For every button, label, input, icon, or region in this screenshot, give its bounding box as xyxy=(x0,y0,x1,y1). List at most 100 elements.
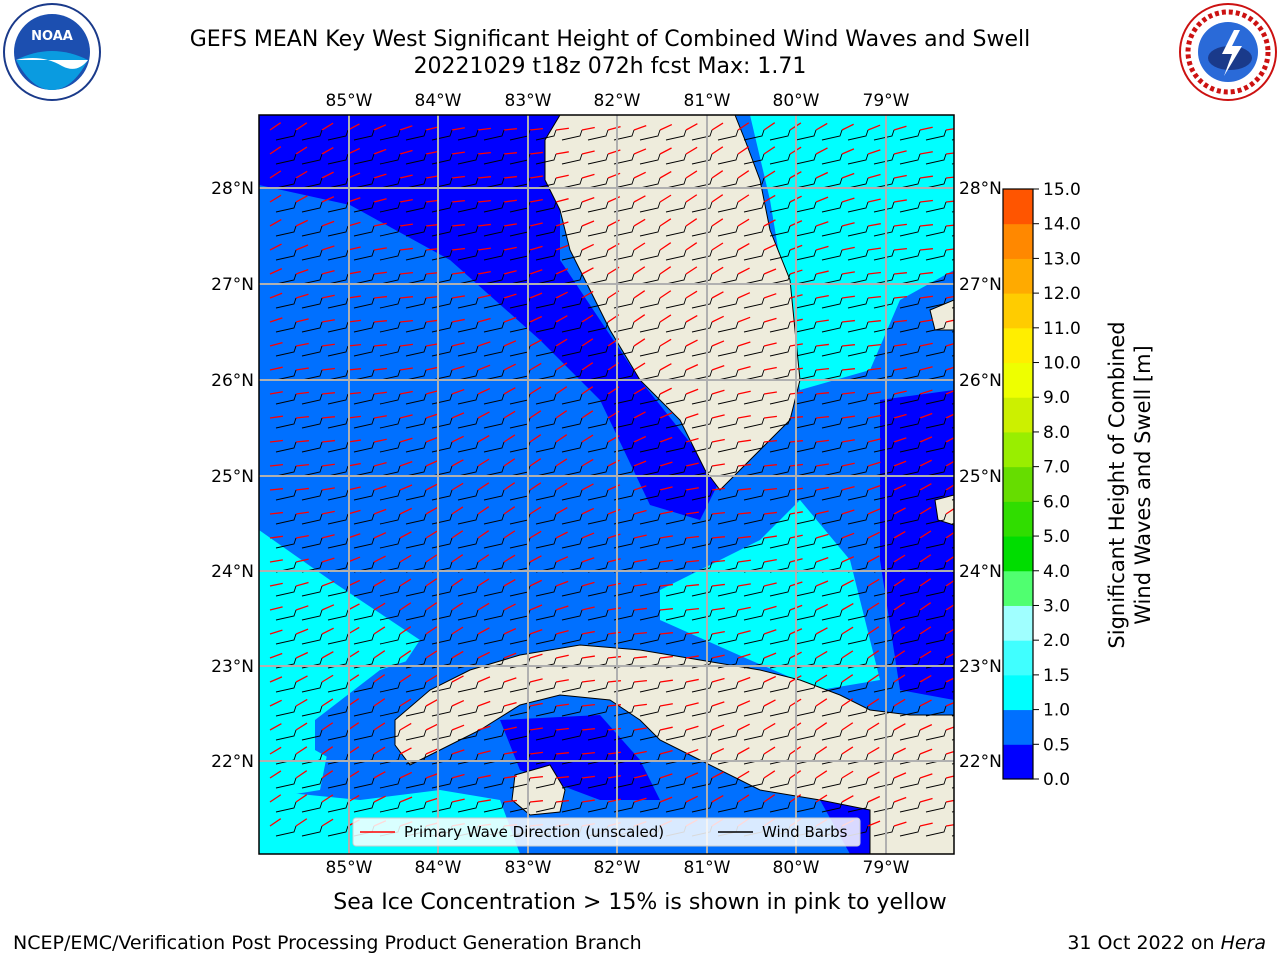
wave-arrow xyxy=(295,651,309,659)
wave-arrow xyxy=(529,775,543,779)
wave-arrow xyxy=(373,320,387,323)
wave-arrow xyxy=(893,821,907,827)
wind-barb xyxy=(301,129,323,141)
colorbar-band xyxy=(1003,674,1033,711)
wave-arrow xyxy=(763,675,777,683)
wave-arrow xyxy=(659,726,673,731)
wave-arrow xyxy=(607,508,621,515)
wave-arrow xyxy=(815,770,828,779)
wind-barb xyxy=(379,585,401,597)
wind-barb xyxy=(301,633,323,645)
wave-arrow xyxy=(945,726,954,731)
colorbar-band xyxy=(1003,536,1033,572)
wave-arrow xyxy=(581,150,595,155)
wind-barb xyxy=(561,273,583,285)
wind-barb xyxy=(613,321,635,333)
wind-barb xyxy=(821,177,843,189)
wave-arrow xyxy=(373,771,386,779)
wave-arrow xyxy=(529,292,543,299)
wave-arrow xyxy=(477,506,490,515)
wave-arrow xyxy=(685,725,699,731)
wave-arrow xyxy=(945,413,954,419)
wave-arrow xyxy=(269,606,283,611)
wave-arrow xyxy=(945,701,954,707)
wave-arrow xyxy=(581,434,594,443)
wave-arrow xyxy=(555,799,569,803)
wind-barb xyxy=(847,369,869,381)
wind-barb xyxy=(925,705,947,717)
wind-barb xyxy=(795,297,817,309)
wind-barb xyxy=(795,465,817,477)
wind-barb xyxy=(873,825,895,837)
wind-barb xyxy=(873,609,895,621)
wind-barb xyxy=(743,273,765,285)
wave-arrow xyxy=(919,366,933,371)
wind-barb xyxy=(275,129,297,141)
wind-barb xyxy=(613,153,635,165)
colorbar-tick-label: 12.0 xyxy=(1043,284,1081,304)
wave-arrow xyxy=(867,296,881,299)
wave-arrow xyxy=(685,655,699,659)
wave-arrow xyxy=(763,582,777,587)
wave-arrow xyxy=(893,507,906,515)
wave-arrow xyxy=(633,148,647,155)
wave-arrow xyxy=(737,676,751,683)
wave-arrow xyxy=(685,607,699,611)
lat-tick-label: 26°N xyxy=(959,371,1002,391)
wind-barb xyxy=(665,225,687,237)
wave-arrow xyxy=(841,626,854,635)
wave-arrow xyxy=(867,674,880,683)
wave-arrow xyxy=(477,799,491,803)
wind-barb xyxy=(301,153,323,165)
wind-barb xyxy=(561,441,583,453)
wave-arrow xyxy=(581,630,595,635)
wind-barb xyxy=(847,249,869,261)
wave-arrow xyxy=(867,223,881,227)
wave-arrow xyxy=(529,245,543,251)
wave-arrow xyxy=(555,198,569,203)
wave-arrow xyxy=(737,583,751,587)
wind-barb xyxy=(847,729,869,741)
wave-arrow xyxy=(841,391,855,395)
wind-barb xyxy=(717,369,739,381)
wave-arrow xyxy=(763,293,777,299)
wave-arrow xyxy=(347,343,361,347)
wave-arrow xyxy=(633,485,647,491)
wind-barb xyxy=(821,345,843,357)
wind-barb xyxy=(665,681,687,693)
wave-arrow xyxy=(945,176,954,179)
wind-barb xyxy=(769,393,791,405)
wave-arrow xyxy=(269,243,282,251)
wave-arrow xyxy=(659,535,673,539)
wave-arrow xyxy=(815,580,829,587)
wind-barb xyxy=(353,681,375,693)
wave-arrow xyxy=(815,122,828,131)
wave-arrow xyxy=(685,170,698,179)
wave-arrow xyxy=(555,291,568,299)
colorbar-band xyxy=(1003,501,1033,537)
wave-arrow xyxy=(503,293,517,299)
wind-barb xyxy=(899,369,921,381)
wave-arrow xyxy=(321,698,334,707)
wave-arrow xyxy=(737,653,751,659)
wave-arrow xyxy=(529,727,543,731)
wind-barb xyxy=(951,139,954,141)
wind-barb xyxy=(899,513,921,525)
wind-barb xyxy=(535,489,557,501)
wave-arrow xyxy=(373,173,387,179)
wind-barb xyxy=(535,177,557,189)
wind-barb xyxy=(483,321,505,333)
contour-low-east xyxy=(880,390,954,700)
wind-barb xyxy=(587,321,609,333)
wave-arrow xyxy=(529,800,543,803)
wave-arrow xyxy=(633,607,647,611)
wave-arrow xyxy=(425,748,439,755)
wave-arrow xyxy=(815,510,829,515)
wind-barb xyxy=(951,595,954,597)
wind-barb xyxy=(691,393,713,405)
wave-arrow xyxy=(451,675,464,683)
wave-arrow xyxy=(555,151,569,155)
wind-barb xyxy=(665,705,687,717)
wind-barb xyxy=(587,585,609,597)
wave-arrow xyxy=(503,246,517,251)
